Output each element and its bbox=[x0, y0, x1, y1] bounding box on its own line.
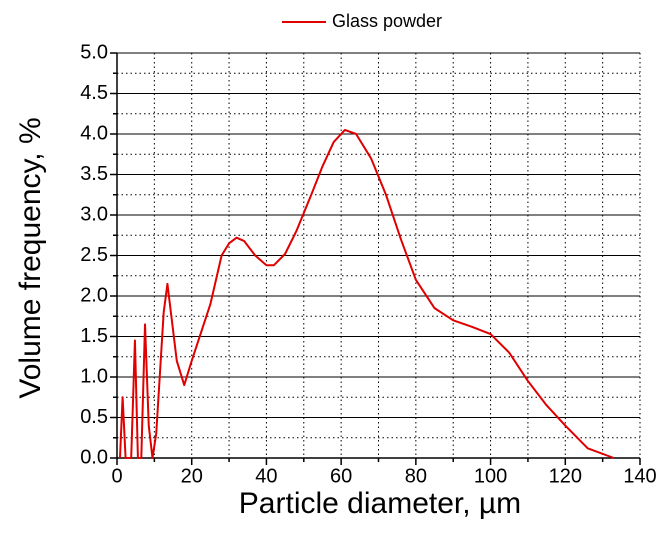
legend-label: Glass powder bbox=[332, 11, 442, 31]
y-tick-label: 0.5 bbox=[80, 406, 108, 428]
y-tick-label: 3.0 bbox=[80, 203, 108, 225]
y-tick-label: 1.5 bbox=[80, 325, 108, 347]
x-tick-label: 80 bbox=[405, 465, 427, 487]
y-tick-label: 4.0 bbox=[80, 122, 108, 144]
y-axis-label: Volume frequency, % bbox=[14, 117, 47, 398]
data-line bbox=[118, 128, 615, 459]
y-tick-label: 2.0 bbox=[80, 284, 108, 306]
x-tick-label: 20 bbox=[181, 465, 203, 487]
y-tick-label: 4.5 bbox=[80, 82, 108, 104]
x-axis-label: Particle diameter, µm bbox=[239, 487, 521, 520]
y-tick-label: 2.5 bbox=[80, 244, 108, 266]
x-tick-label: 140 bbox=[623, 465, 656, 487]
x-tick-label: 100 bbox=[474, 465, 507, 487]
y-tick-label: 5.0 bbox=[80, 41, 108, 63]
y-tick-label: 3.5 bbox=[80, 163, 108, 185]
x-tick-label: 40 bbox=[255, 465, 277, 487]
y-tick-label: 0.0 bbox=[80, 446, 108, 468]
x-tick-label: 0 bbox=[111, 465, 122, 487]
x-tick-label: 60 bbox=[330, 465, 352, 487]
x-tick-label: 120 bbox=[549, 465, 582, 487]
y-tick-label: 1.0 bbox=[80, 365, 108, 387]
